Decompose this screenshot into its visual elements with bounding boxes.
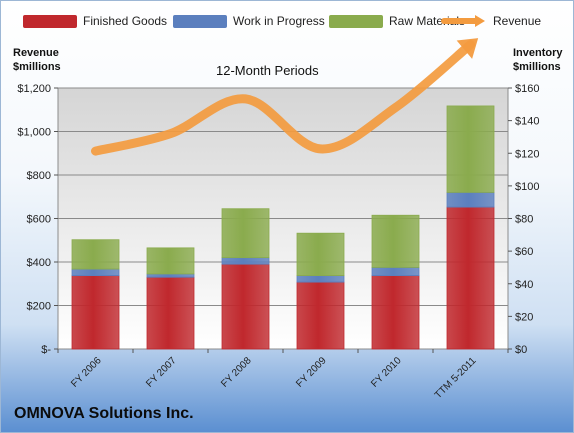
bar-work-in-progress-fy-2010 xyxy=(371,267,420,276)
right-tick-label: $140 xyxy=(515,116,539,128)
left-tick-label: $200 xyxy=(27,301,51,313)
bar-work-in-progress-fy-2008 xyxy=(221,257,270,265)
right-axis-title-line-1: Inventory xyxy=(513,47,563,59)
legend: Finished Goods Work in Progress Raw Materi… xyxy=(23,14,543,34)
bar-finished-goods-fy-2010 xyxy=(371,275,420,350)
legend-item-raw-materials: Raw Materials xyxy=(329,14,465,28)
legend-item-revenue: Revenue xyxy=(441,14,541,28)
bar-finished-goods-ttm-5-2011 xyxy=(446,206,495,350)
legend-swatch-work-in-progress xyxy=(173,14,227,28)
legend-item-finished-goods: Finished Goods xyxy=(23,14,167,28)
bar-finished-goods-fy-2009 xyxy=(296,281,345,350)
right-tick-label: $40 xyxy=(515,279,533,291)
legend-swatch-finished-goods xyxy=(23,14,77,28)
revenue-arrowhead xyxy=(456,38,479,59)
left-tick-label: $400 xyxy=(27,257,51,269)
right-axis-title-line-2: $millions xyxy=(513,61,561,73)
bar-raw-materials-ttm-5-2011 xyxy=(446,105,495,193)
right-tick-label: $100 xyxy=(515,181,539,193)
left-axis-title: Revenue $millions xyxy=(13,46,61,74)
x-tick-label-fy-2009: FY 2009 xyxy=(294,355,329,390)
bar-work-in-progress-fy-2006 xyxy=(71,268,120,276)
bar-finished-goods-fy-2006 xyxy=(71,275,120,350)
x-tick-label-fy-2006: FY 2006 xyxy=(69,355,104,390)
bar-raw-materials-fy-2006 xyxy=(71,239,120,270)
right-tick-label: $160 xyxy=(515,83,539,95)
company-name: OMNOVA Solutions Inc. xyxy=(14,405,194,422)
bar-work-in-progress-fy-2007 xyxy=(146,273,195,278)
legend-label-revenue: Revenue xyxy=(493,14,542,28)
legend-label-raw-materials: Raw Materials xyxy=(389,14,466,28)
left-tick-label: $600 xyxy=(27,214,51,226)
x-tick-label-fy-2007: FY 2007 xyxy=(144,355,179,390)
left-tick-label: $- xyxy=(41,344,51,356)
legend-swatch-raw-materials xyxy=(329,14,383,28)
bar-raw-materials-fy-2007 xyxy=(146,247,195,275)
x-tick-label-fy-2010: FY 2010 xyxy=(369,355,404,390)
right-tick-label: $0 xyxy=(515,344,527,356)
bar-raw-materials-fy-2009 xyxy=(296,232,345,276)
right-tick-label: $20 xyxy=(515,311,533,323)
bar-work-in-progress-fy-2009 xyxy=(296,275,345,283)
right-tick-label: $60 xyxy=(515,246,533,258)
legend-label-work-in-progress: Work in Progress xyxy=(233,14,325,28)
right-axis-title: Inventory $millions xyxy=(513,46,563,74)
left-axis-title-line-2: $millions xyxy=(13,61,61,73)
x-tick-label-ttm-5-2011: TTM 5-2011 xyxy=(433,355,479,401)
legend-label-finished-goods: Finished Goods xyxy=(83,14,168,28)
x-tick-label-fy-2008: FY 2008 xyxy=(219,355,254,390)
left-tick-label: $1,200 xyxy=(17,83,51,95)
right-tick-label: $120 xyxy=(515,148,539,160)
chart-subtitle: 12-Month Periods xyxy=(216,63,319,78)
bar-work-in-progress-ttm-5-2011 xyxy=(446,191,495,208)
bar-finished-goods-fy-2007 xyxy=(146,276,195,350)
bar-raw-materials-fy-2010 xyxy=(371,214,420,268)
left-tick-label: $1,000 xyxy=(17,127,51,139)
legend-item-work-in-progress: Work in Progress xyxy=(173,14,325,28)
bar-raw-materials-fy-2008 xyxy=(221,208,270,259)
left-tick-label: $800 xyxy=(27,170,51,182)
right-tick-label: $80 xyxy=(515,214,533,226)
bar-finished-goods-fy-2008 xyxy=(221,263,270,350)
left-axis-title-line-1: Revenue xyxy=(13,47,59,59)
